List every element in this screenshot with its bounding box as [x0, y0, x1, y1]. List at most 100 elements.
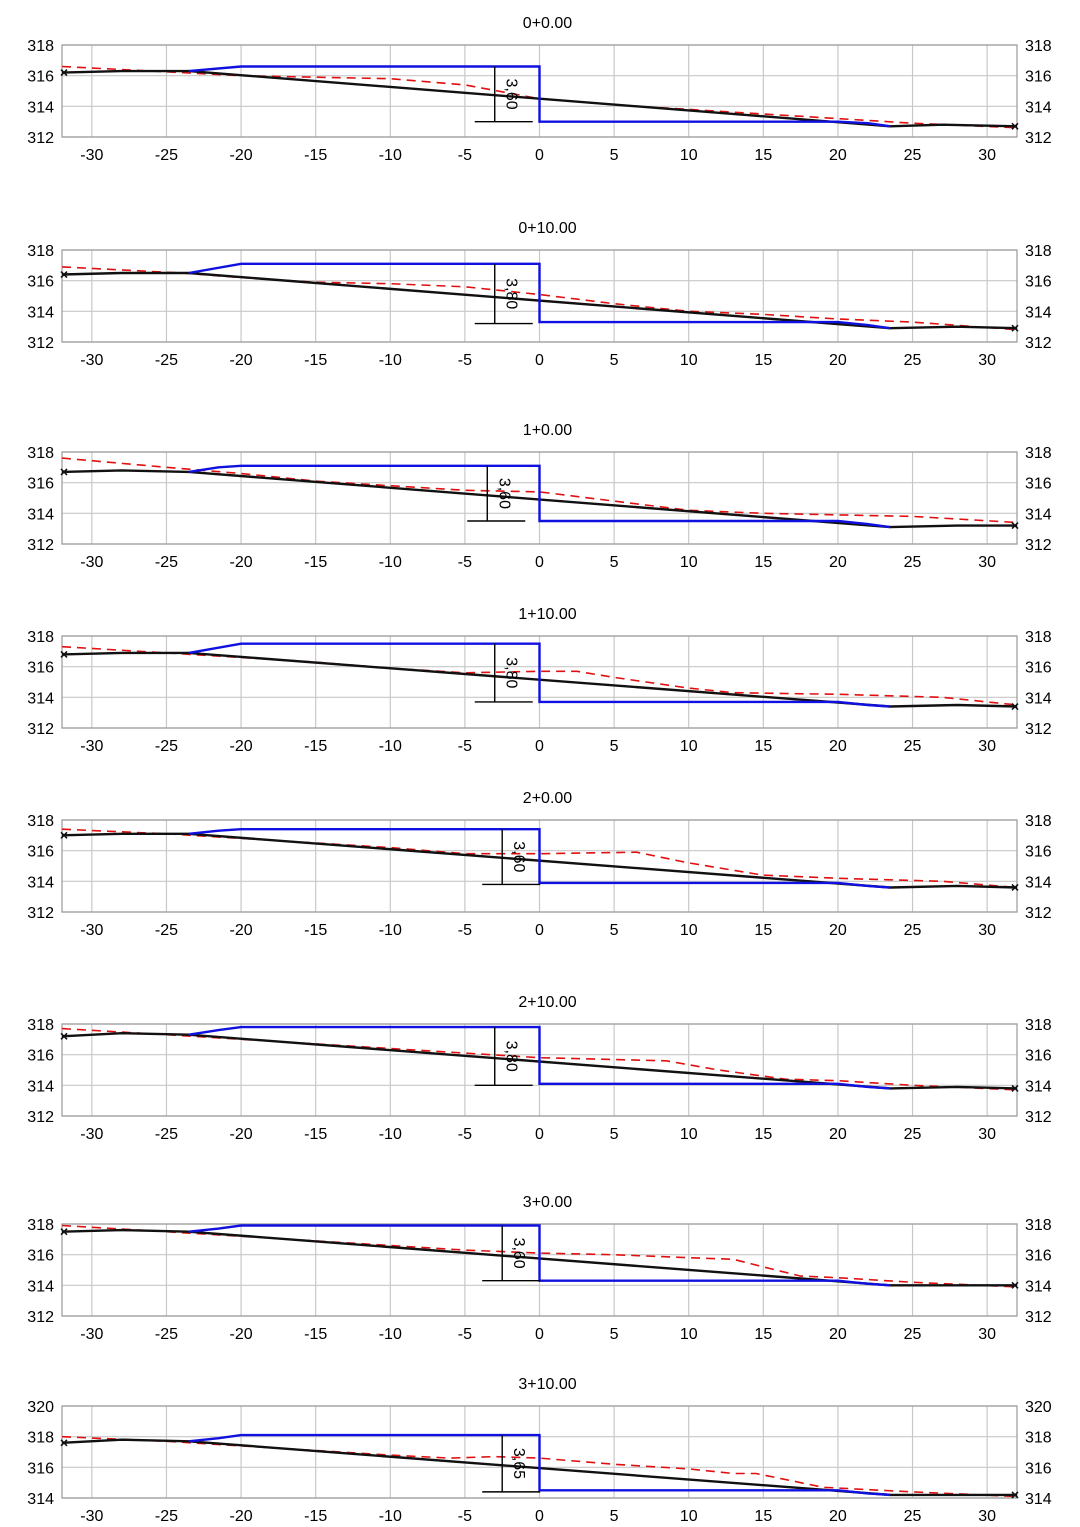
y-tick-label-left: 316: [27, 1460, 54, 1477]
y-tick-label-right: 318: [1025, 1017, 1052, 1034]
x-tick-label: 20: [829, 554, 847, 571]
plot-frame: [61, 249, 1018, 343]
x-tick-label: -30: [80, 1126, 103, 1143]
x-tick-label: -25: [155, 738, 178, 755]
cross-section-chart: 0+0.00 -30 -25 -20 -15 -10 -5 0 5 10 15 20 25 30 312 31…: [27, 15, 1052, 164]
y-tick-label-right: 312: [1025, 721, 1052, 738]
cross-section-chart: 3+10.00 -30 -25 -20 -15 -10 -5 0 5 10 15 20 25 30 314 3…: [27, 1376, 1052, 1525]
ground-end-marker: [60, 1228, 68, 1236]
x-tick-label: 10: [680, 1326, 698, 1343]
x-tick-label: -15: [304, 147, 327, 164]
ground-end-marker: [60, 1032, 68, 1040]
y-tick-label-right: 318: [1025, 38, 1052, 55]
x-tick-label: 0: [535, 738, 544, 755]
x-tick-label: 15: [754, 554, 772, 571]
y-tick-label-right: 320: [1025, 1399, 1052, 1416]
y-tick-label-left: 314: [27, 304, 54, 321]
x-tick-label: 30: [978, 1126, 996, 1143]
x-tick-label: -30: [80, 1508, 103, 1525]
y-tick-label-right: 318: [1025, 629, 1052, 646]
x-tick-label: -25: [155, 922, 178, 939]
y-tick-label-right: 314: [1025, 1078, 1052, 1095]
y-tick-label-left: 318: [27, 629, 54, 646]
ground-end-marker: [1011, 1491, 1019, 1499]
dimension-label: 3,80: [503, 1041, 520, 1072]
y-tick-label-left: 320: [27, 1399, 54, 1416]
x-tick-label: -10: [379, 922, 402, 939]
dimension-label: 3,80: [503, 278, 520, 309]
y-tick-label-right: 316: [1025, 274, 1052, 291]
y-tick-label-left: 314: [27, 690, 54, 707]
x-tick-label: 5: [610, 922, 619, 939]
y-tick-label-left: 312: [27, 1109, 54, 1126]
dimension-label: 3,60: [510, 841, 527, 872]
x-tick-label: 20: [829, 922, 847, 939]
chart-title: 0+10.00: [518, 220, 576, 237]
x-tick-label: 20: [829, 1126, 847, 1143]
y-tick-label-right: 316: [1025, 844, 1052, 861]
plot-frame: [61, 451, 1018, 545]
x-tick-label: 30: [978, 554, 996, 571]
plot-frame: [61, 1223, 1018, 1317]
y-tick-label-right: 314: [1025, 874, 1052, 891]
dimension-label: 3,65: [510, 1448, 527, 1479]
plot-frame: [61, 819, 1018, 913]
y-tick-label-right: 314: [1025, 1278, 1052, 1295]
y-tick-label-left: 316: [27, 844, 54, 861]
x-tick-label: 25: [904, 1326, 922, 1343]
x-tick-label: -5: [458, 1508, 472, 1525]
y-tick-label-left: 316: [27, 660, 54, 677]
x-tick-label: 5: [610, 147, 619, 164]
x-tick-label: 15: [754, 1326, 772, 1343]
chart-title: 3+0.00: [523, 1194, 572, 1211]
x-tick-label: 10: [680, 554, 698, 571]
x-tick-label: 5: [610, 352, 619, 369]
x-tick-label: 5: [610, 554, 619, 571]
y-tick-label-right: 314: [1025, 99, 1052, 116]
x-tick-label: 30: [978, 147, 996, 164]
y-tick-label-left: 318: [27, 813, 54, 830]
x-tick-label: -30: [80, 147, 103, 164]
x-tick-label: -15: [304, 352, 327, 369]
y-tick-label-left: 318: [27, 243, 54, 260]
y-tick-label-right: 312: [1025, 130, 1052, 147]
y-tick-label-left: 312: [27, 335, 54, 352]
x-tick-label: 10: [680, 352, 698, 369]
chart-title: 0+0.00: [523, 15, 572, 32]
x-tick-label: 0: [535, 352, 544, 369]
chart-title: 1+0.00: [523, 422, 572, 439]
x-tick-label: -5: [458, 554, 472, 571]
x-tick-label: -20: [230, 1126, 253, 1143]
ground-end-marker: [60, 69, 68, 77]
x-tick-label: 0: [535, 1326, 544, 1343]
x-tick-label: -25: [155, 1326, 178, 1343]
ground-end-marker: [60, 1439, 68, 1447]
x-tick-label: -5: [458, 147, 472, 164]
design-line: [188, 1433, 891, 1497]
x-tick-label: -15: [304, 554, 327, 571]
chart-title: 2+10.00: [518, 994, 576, 1011]
x-tick-label: 10: [680, 738, 698, 755]
design-line: [188, 262, 891, 330]
y-tick-label-left: 318: [27, 38, 54, 55]
cross-section-chart: 1+0.00 -30 -25 -20 -15 -10 -5 0 5 10 15 20 25 30 312 31…: [27, 422, 1052, 571]
x-tick-label: -25: [155, 554, 178, 571]
y-tick-label-left: 312: [27, 721, 54, 738]
x-tick-label: 0: [535, 554, 544, 571]
x-tick-label: 5: [610, 1326, 619, 1343]
x-tick-label: -25: [155, 147, 178, 164]
y-tick-label-left: 316: [27, 1248, 54, 1265]
x-tick-label: 30: [978, 1326, 996, 1343]
y-tick-label-left: 312: [27, 537, 54, 554]
x-tick-label: 15: [754, 922, 772, 939]
y-tick-label-right: 312: [1025, 905, 1052, 922]
ground-end-marker: [1011, 883, 1019, 892]
design-line: [188, 828, 891, 889]
chart-title: 3+10.00: [518, 1376, 576, 1393]
survey-line: [62, 1224, 1017, 1288]
plot-frame: [61, 635, 1018, 729]
x-tick-label: 20: [829, 352, 847, 369]
x-tick-label: 15: [754, 352, 772, 369]
ground-end-marker: [1011, 324, 1019, 332]
y-tick-label-right: 312: [1025, 537, 1052, 554]
